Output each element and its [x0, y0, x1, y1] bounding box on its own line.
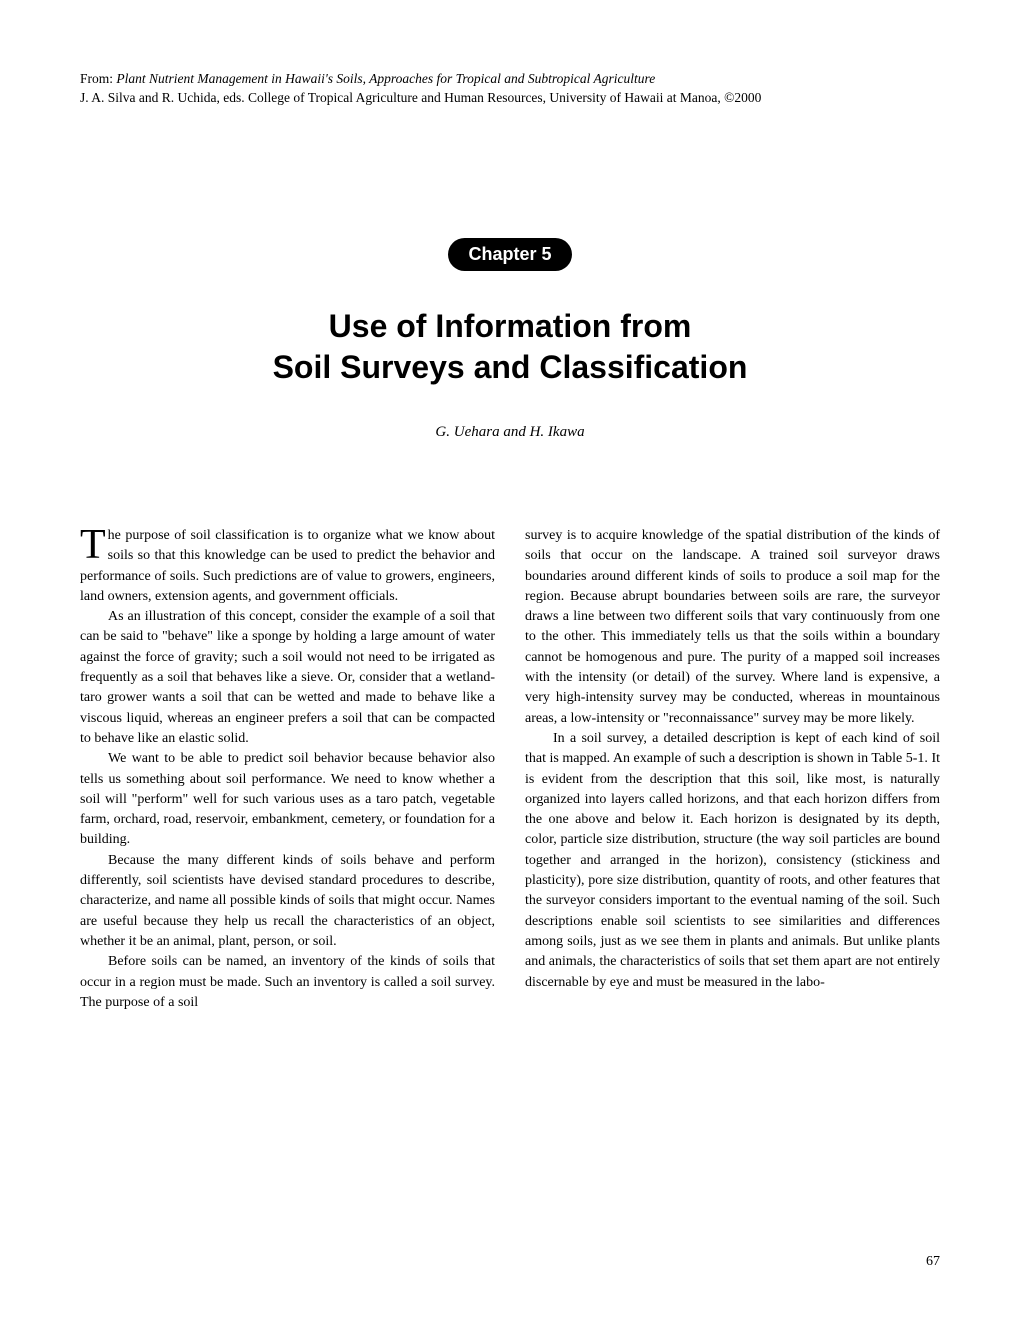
source-title: Plant Nutrient Management in Hawaii's So… — [116, 71, 655, 86]
left-column: The purpose of soil classification is to… — [80, 526, 495, 1013]
paragraph: As an illustration of this concept, cons… — [80, 607, 495, 749]
paragraph: survey is to acquire knowledge of the sp… — [525, 526, 940, 729]
chapter-badge: Chapter 5 — [448, 238, 571, 271]
body-content: The purpose of soil classification is to… — [80, 526, 940, 1013]
chapter-authors: G. Uehara and H. Ikawa — [80, 424, 940, 441]
chapter-title: Use of Information from Soil Surveys and… — [80, 306, 940, 389]
chapter-badge-container: Chapter 5 — [80, 238, 940, 271]
dropcap: T — [80, 526, 108, 564]
paragraph: Before soils can be named, an inventory … — [80, 952, 495, 1013]
source-editors: J. A. Silva and R. Uchida, eds. College … — [80, 90, 761, 105]
source-prefix: From: — [80, 71, 116, 86]
paragraph: In a soil survey, a detailed description… — [525, 729, 940, 993]
paragraph: Because the many different kinds of soil… — [80, 851, 495, 952]
chapter-title-line1: Use of Information from — [329, 308, 692, 344]
right-column: survey is to acquire knowledge of the sp… — [525, 526, 940, 1013]
page-number: 67 — [926, 1254, 940, 1270]
paragraph: We want to be able to predict soil behav… — [80, 749, 495, 850]
paragraph: The purpose of soil classification is to… — [80, 526, 495, 607]
paragraph-text: he purpose of soil classification is to … — [80, 528, 495, 604]
source-citation: From: Plant Nutrient Management in Hawai… — [80, 70, 940, 108]
chapter-title-line2: Soil Surveys and Classification — [273, 349, 748, 385]
